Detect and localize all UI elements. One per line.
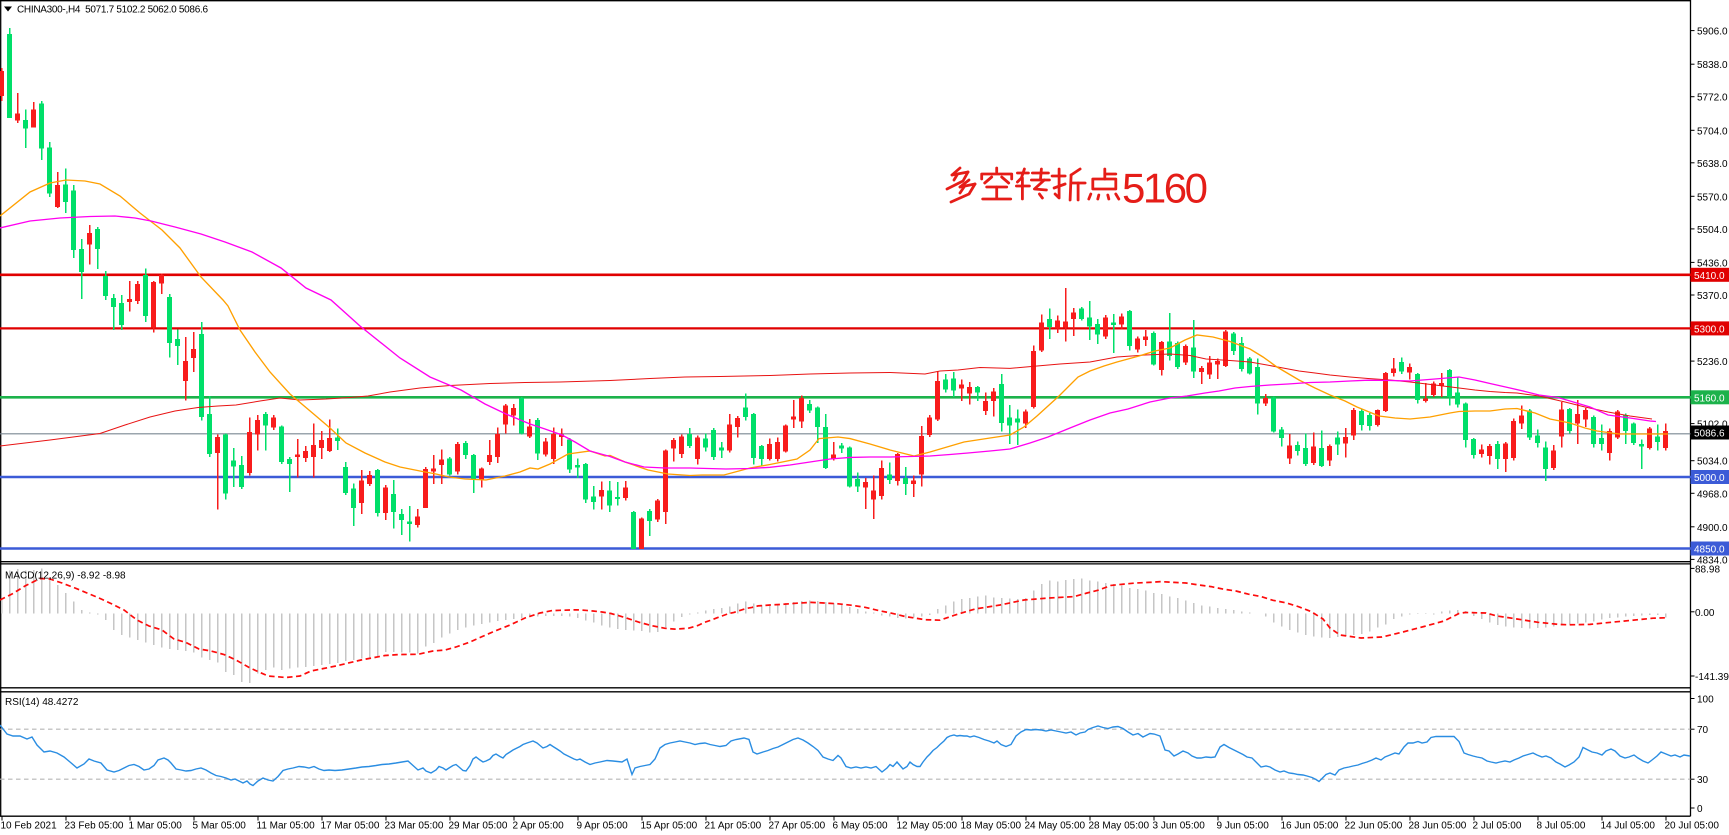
svg-text:4900.0: 4900.0 <box>1697 523 1728 534</box>
svg-text:5838.0: 5838.0 <box>1697 60 1728 71</box>
svg-text:RSI(14) 48.4272: RSI(14) 48.4272 <box>5 697 79 708</box>
svg-text:4968.0: 4968.0 <box>1697 489 1728 500</box>
svg-text:5370.0: 5370.0 <box>1697 291 1728 302</box>
svg-text:17 Mar 05:00: 17 Mar 05:00 <box>321 821 380 832</box>
svg-text:8 Jul 05:00: 8 Jul 05:00 <box>1537 821 1586 832</box>
svg-text:5772.0: 5772.0 <box>1697 93 1728 104</box>
svg-text:29 Mar 05:00: 29 Mar 05:00 <box>449 821 508 832</box>
svg-text:70: 70 <box>1697 725 1709 736</box>
svg-text:15 Apr 05:00: 15 Apr 05:00 <box>641 821 698 832</box>
svg-text:0.00: 0.00 <box>1695 608 1715 619</box>
svg-text:30: 30 <box>1697 775 1709 786</box>
svg-text:23 Mar 05:00: 23 Mar 05:00 <box>385 821 444 832</box>
svg-text:2 Jul 05:00: 2 Jul 05:00 <box>1473 821 1522 832</box>
svg-text:4850.0: 4850.0 <box>1694 545 1725 556</box>
svg-text:5034.0: 5034.0 <box>1697 457 1728 468</box>
svg-text:5160.0: 5160.0 <box>1694 394 1725 405</box>
svg-text:5410.0: 5410.0 <box>1694 271 1725 282</box>
svg-text:-141.39: -141.39 <box>1695 672 1729 683</box>
svg-text:16 Jun 05:00: 16 Jun 05:00 <box>1281 821 1339 832</box>
svg-text:9 Jun 05:00: 9 Jun 05:00 <box>1217 821 1270 832</box>
svg-text:23 Feb 05:00: 23 Feb 05:00 <box>65 821 124 832</box>
svg-text:0: 0 <box>1697 804 1703 815</box>
svg-text:5638.0: 5638.0 <box>1697 159 1728 170</box>
svg-text:MACD(12,26,9) -8.92 -8.98: MACD(12,26,9) -8.92 -8.98 <box>5 571 126 582</box>
svg-text:20 Jul 05:00: 20 Jul 05:00 <box>1665 821 1720 832</box>
svg-text:9 Apr 05:00: 9 Apr 05:00 <box>577 821 629 832</box>
svg-text:5704.0: 5704.0 <box>1697 126 1728 137</box>
svg-text:5102.0: 5102.0 <box>1697 420 1728 431</box>
svg-text:5236.0: 5236.0 <box>1697 357 1728 368</box>
svg-text:3 Jun 05:00: 3 Jun 05:00 <box>1153 821 1206 832</box>
svg-text:5300.0: 5300.0 <box>1694 325 1725 336</box>
svg-text:100: 100 <box>1697 695 1714 706</box>
svg-text:5504.0: 5504.0 <box>1697 225 1728 236</box>
svg-text:6 May 05:00: 6 May 05:00 <box>833 821 888 832</box>
svg-text:14 Jul 05:00: 14 Jul 05:00 <box>1601 821 1656 832</box>
svg-text:5570.0: 5570.0 <box>1697 192 1728 203</box>
svg-text:CHINA300-,H4 5071.7 5102.2 50: CHINA300-,H4 5071.7 5102.2 5062.0 5086.6 <box>17 5 208 16</box>
svg-text:11 Mar 05:00: 11 Mar 05:00 <box>257 821 316 832</box>
svg-text:28 Jun 05:00: 28 Jun 05:00 <box>1409 821 1467 832</box>
svg-text:5160: 5160 <box>1122 165 1208 212</box>
svg-text:88.98: 88.98 <box>1695 564 1720 575</box>
svg-text:2 Apr 05:00: 2 Apr 05:00 <box>513 821 565 832</box>
svg-text:5000.0: 5000.0 <box>1694 473 1725 484</box>
svg-text:1 Mar 05:00: 1 Mar 05:00 <box>129 821 183 832</box>
svg-text:18 May 05:00: 18 May 05:00 <box>961 821 1022 832</box>
svg-text:24 May 05:00: 24 May 05:00 <box>1025 821 1086 832</box>
svg-text:5086.6: 5086.6 <box>1694 429 1725 440</box>
svg-text:22 Jun 05:00: 22 Jun 05:00 <box>1345 821 1403 832</box>
svg-text:5 Mar 05:00: 5 Mar 05:00 <box>193 821 247 832</box>
svg-text:12 May 05:00: 12 May 05:00 <box>897 821 958 832</box>
svg-text:28 May 05:00: 28 May 05:00 <box>1089 821 1150 832</box>
svg-text:27 Apr 05:00: 27 Apr 05:00 <box>769 821 826 832</box>
svg-text:21 Apr 05:00: 21 Apr 05:00 <box>705 821 762 832</box>
svg-text:5436.0: 5436.0 <box>1697 258 1728 269</box>
svg-text:5906.0: 5906.0 <box>1697 27 1728 38</box>
svg-text:4834.0: 4834.0 <box>1697 555 1728 566</box>
svg-text:10 Feb 2021: 10 Feb 2021 <box>1 821 58 832</box>
